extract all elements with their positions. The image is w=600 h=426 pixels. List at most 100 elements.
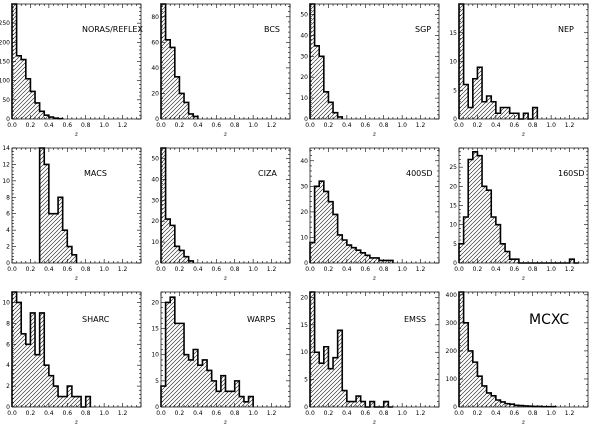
y-tick-label: 0 <box>453 404 457 411</box>
x-tick-label: 0.6 <box>63 410 73 417</box>
bar <box>491 101 496 119</box>
x-tick-label: 0.8 <box>528 266 538 273</box>
bar <box>482 186 487 263</box>
bar <box>468 159 473 263</box>
bar <box>230 391 235 407</box>
bar <box>314 186 320 263</box>
y-tick-label: 20 <box>151 90 159 97</box>
panel-nep: 0.0 0.2 0.4 0.6 0.8 1.0 1.2 0 5 10 15 z NEP <box>449 3 589 138</box>
bar <box>505 251 510 263</box>
x-tick-label: 1.0 <box>248 266 258 273</box>
bar <box>328 102 334 119</box>
y-tick-label: 0 <box>155 260 159 267</box>
bar <box>48 213 54 263</box>
panel-title: CIZA <box>258 169 277 178</box>
y-tick-label: 20 <box>300 294 308 301</box>
bar <box>310 242 315 263</box>
bar <box>216 391 221 407</box>
bars-ciza <box>161 148 194 263</box>
bar <box>482 101 487 119</box>
panel-sharc: 0.0 0.2 0.4 0.6 0.8 1.0 1.2 0 2 4 6 8 10 z SHARC <box>2 291 142 426</box>
y-tick-label: 10 <box>300 95 308 102</box>
y-tick-label: 0 <box>304 404 308 411</box>
y-tick-label: 2 <box>6 244 10 251</box>
y-tick-label: 10 <box>449 59 457 66</box>
bar <box>319 56 324 119</box>
y-tick-label: 200 <box>0 39 10 46</box>
plot-frame <box>160 147 291 264</box>
x-tick-label: 0.6 <box>361 122 371 129</box>
histogram-outline <box>458 291 557 408</box>
y-tick-label: 100 <box>446 376 458 383</box>
bar <box>179 323 185 407</box>
histogram-outline <box>309 180 394 263</box>
bar <box>509 113 515 119</box>
x-tick-label: 0.4 <box>491 266 501 273</box>
x-axis-label: z <box>223 275 228 282</box>
panel-160sd: 0.0 0.2 0.4 0.6 0.8 1.0 1.2 0 5 10 15 20 25 z 160SD <box>449 147 589 282</box>
bar <box>509 404 515 407</box>
y-tick-label: 10 <box>151 239 159 246</box>
x-tick-label: 0.2 <box>473 410 483 417</box>
bar <box>16 302 22 407</box>
bar <box>514 259 519 263</box>
x-tick-label: 0.2 <box>473 266 483 273</box>
bar <box>234 380 240 407</box>
panel-title: SGP <box>415 25 431 34</box>
histogram-outline <box>309 3 344 119</box>
histogram-outline <box>160 147 195 263</box>
bar <box>346 401 352 407</box>
bar <box>170 225 175 263</box>
x-tick-label: 0.2 <box>26 410 36 417</box>
x-tick-label: 0.8 <box>230 410 240 417</box>
panel-mcxc: 0.0 0.2 0.4 0.6 0.8 1.0 1.2 0 100 200 300 400 z MCXC <box>446 291 589 426</box>
bar <box>369 401 375 407</box>
bar <box>486 392 492 407</box>
x-tick-label: 0.0 <box>7 122 17 129</box>
x-tick-label: 0.0 <box>305 410 315 417</box>
y-tick-label: 20 <box>300 74 308 81</box>
x-tick-label: 0.6 <box>361 266 371 273</box>
x-tick-label: 0.4 <box>44 266 54 273</box>
bar <box>463 84 469 119</box>
bars-macs <box>39 148 77 263</box>
y-tick-label: 50 <box>151 155 159 162</box>
bar <box>333 112 338 119</box>
x-tick-label: 1.2 <box>118 122 128 129</box>
x-tick-label: 1.0 <box>397 266 407 273</box>
bar <box>239 396 244 407</box>
bar <box>188 113 194 119</box>
bar <box>383 401 389 407</box>
x-tick-label: 0.0 <box>305 122 315 129</box>
y-tick-label: 50 <box>2 97 10 104</box>
bars-warps <box>161 297 254 407</box>
bars-160sd <box>459 151 575 263</box>
bar <box>211 380 217 407</box>
bar <box>161 386 166 407</box>
x-tick-label: 1.2 <box>416 410 426 417</box>
x-tick-label: 0.6 <box>212 266 222 273</box>
bar <box>44 164 49 263</box>
x-tick-label: 0.2 <box>324 122 334 129</box>
panel-noras-reflex: 0.0 0.2 0.4 0.6 0.8 1.0 1.2 0 50 100 150 200 250 z NOR… <box>0 3 143 138</box>
panel-bcs: 0.0 0.2 0.4 0.6 0.8 1.0 1.2 0 20 40 60 80 z BCS <box>151 3 291 138</box>
x-tick-label: 1.2 <box>267 266 277 273</box>
bar <box>248 396 254 407</box>
panel-400sd: 0.0 0.2 0.4 0.6 0.8 1.0 1.2 0 10 20 30 40 z 400SD <box>300 147 440 282</box>
bar <box>356 396 361 407</box>
x-tick-label: 1.0 <box>99 266 109 273</box>
y-tick-label: 20 <box>151 299 159 306</box>
bar <box>486 96 492 119</box>
y-tick-label: 10 <box>449 222 457 229</box>
y-tick-label: 6 <box>6 341 10 348</box>
x-tick-label: 0.2 <box>175 410 185 417</box>
bar <box>310 292 315 407</box>
x-tick-label: 1.2 <box>416 266 426 273</box>
bar <box>220 375 226 407</box>
y-tick-label: 4 <box>6 227 10 234</box>
x-tick-label: 0.0 <box>156 266 166 273</box>
x-tick-label: 1.2 <box>416 122 426 129</box>
x-tick-label: 0.0 <box>454 122 464 129</box>
bar <box>477 376 483 407</box>
